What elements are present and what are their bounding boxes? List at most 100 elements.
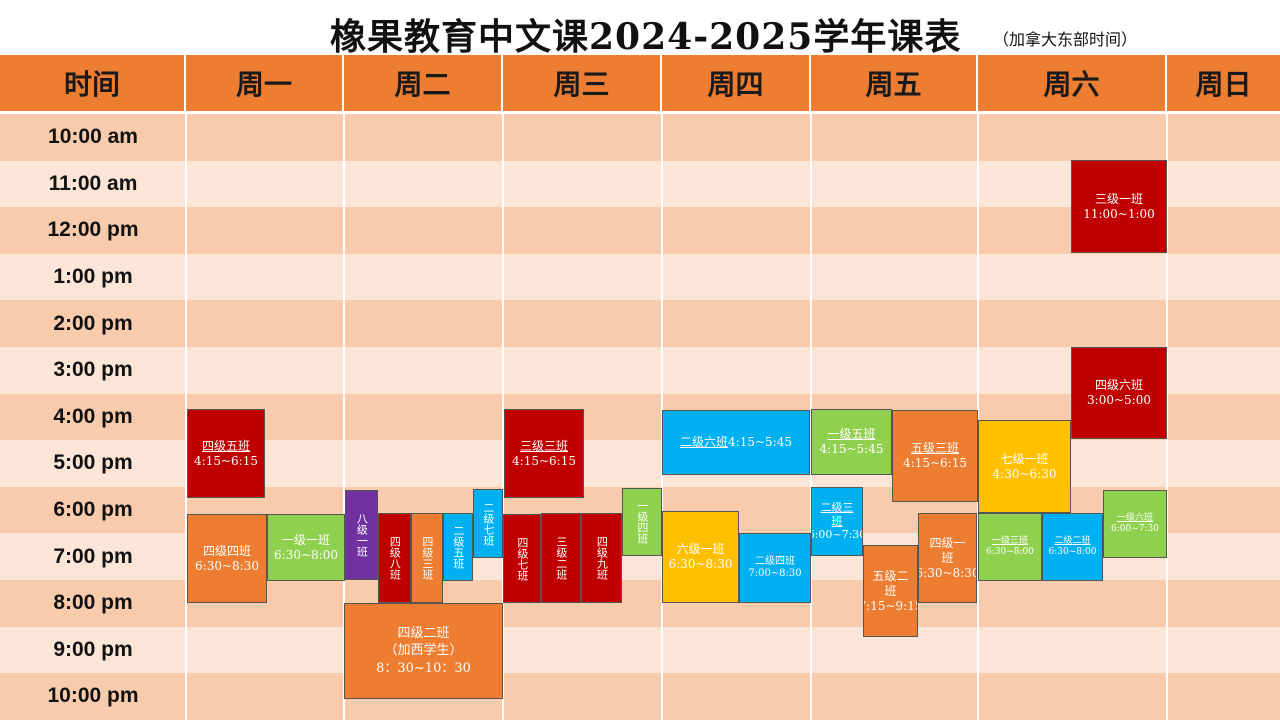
class-block[interactable]: 四级七班	[503, 514, 541, 603]
class-name: 一级三班	[991, 535, 1028, 546]
class-block[interactable]: 二级三班 6:00~7:30	[811, 487, 863, 556]
class-block[interactable]: 四级九班	[581, 513, 622, 603]
class-block[interactable]: 四级六班 3:00~5:00	[1071, 347, 1167, 439]
class-name: 二级四班	[755, 555, 795, 567]
class-time: 6:30~8:00	[1048, 547, 1097, 557]
class-time: 4:15~6:15	[512, 453, 576, 468]
class-name: 四级七班	[515, 536, 529, 581]
time-label: 9:00 pm	[53, 637, 133, 661]
header-saturday: 周六	[978, 55, 1167, 111]
class-subtitle: （加西学生）	[384, 643, 463, 659]
class-name: 三级三班	[519, 438, 568, 453]
class-time: 6:30~8:30	[195, 558, 259, 573]
schedule-title: 橡果教育中文课2024-2025学年课表	[330, 16, 962, 58]
time-row: 3:00 pm	[0, 347, 1280, 394]
column-divider	[343, 114, 345, 720]
header-monday: 周一	[186, 55, 344, 111]
column-divider	[502, 114, 504, 720]
class-name: 四级四班	[202, 543, 251, 558]
column-divider	[185, 114, 187, 720]
time-label: 1:00 pm	[53, 265, 133, 289]
class-block[interactable]: 二级四班 7:00~8:30	[739, 533, 811, 603]
time-label: 7:00 pm	[53, 544, 133, 568]
class-time: 4:15~5:45	[819, 442, 884, 456]
class-block[interactable]: 二级五班	[443, 513, 473, 581]
class-block[interactable]: 四级五班 4:15~6:15	[187, 409, 265, 498]
class-name: 二级七班	[481, 501, 495, 546]
class-name: 二级二班	[1054, 535, 1091, 546]
time-row: 1:00 pm	[0, 253, 1280, 301]
class-name: 二级三班	[820, 500, 854, 528]
time-label: 12:00 pm	[47, 218, 139, 242]
class-name: 三级一班	[1094, 191, 1143, 206]
class-block[interactable]: 一级三班 6:30~8:00	[978, 513, 1042, 581]
time-label: 11:00 am	[48, 171, 138, 195]
class-time: 6:30~8:00	[274, 547, 338, 562]
header-thursday: 周四	[662, 55, 811, 111]
class-block[interactable]: 五级二班 7:15~9:15	[863, 545, 918, 637]
column-divider	[1166, 114, 1168, 720]
header-tuesday: 周二	[344, 55, 503, 111]
class-time: 11:00~1:00	[1083, 206, 1155, 221]
class-block[interactable]: 二级六班 4:15~5:45	[662, 410, 810, 475]
class-time: 4:30~6:30	[992, 466, 1057, 481]
header-friday: 周五	[811, 55, 978, 111]
class-name: 四级三班	[420, 536, 434, 580]
class-name: 四级二班	[397, 625, 450, 641]
class-block[interactable]: 三级一班 11:00~1:00	[1071, 160, 1167, 253]
time-label: 2:00 pm	[53, 311, 133, 335]
time-label: 10:00 am	[48, 125, 138, 149]
class-name: 五级三班	[910, 441, 959, 455]
class-name: 一级四班	[635, 500, 649, 544]
class-time: 6:30~8:30	[668, 557, 733, 571]
class-block[interactable]: 八级一班	[345, 490, 378, 580]
class-name: 一级六班	[1116, 512, 1153, 523]
class-block[interactable]: 四级二班 （加西学生） 8：30~10：30	[344, 603, 503, 699]
class-block[interactable]: 五级三班 4:15~6:15	[892, 410, 978, 502]
time-row: 2:00 pm	[0, 300, 1280, 347]
class-name: 二级六班	[680, 435, 729, 449]
class-block[interactable]: 四级四班 6:30~8:30	[187, 514, 267, 603]
class-name: 四级一班	[929, 535, 966, 565]
schedule-title-bar: 橡果教育中文课2024-2025学年课表 （加拿大东部时间）	[0, 6, 1280, 58]
class-block[interactable]: 四级一班 6:30~8:30	[918, 513, 977, 603]
class-block[interactable]: 三级三班 4:15~6:15	[504, 409, 584, 498]
class-time: 4:15~5:45	[728, 435, 792, 449]
class-time: 8：30~10：30	[376, 660, 471, 676]
class-block[interactable]: 一级五班 4:15~5:45	[811, 409, 892, 475]
class-block[interactable]: 二级二班 6:30~8:00	[1042, 513, 1103, 581]
class-name: 四级九班	[595, 536, 609, 580]
class-block[interactable]: 七级一班 4:30~6:30	[978, 420, 1071, 513]
class-time: 4:15~6:15	[194, 453, 258, 468]
header-time: 时间	[0, 55, 186, 111]
class-block[interactable]: 四级三班	[411, 513, 443, 603]
class-name: 四级五班	[201, 438, 250, 453]
class-block[interactable]: 一级四班	[622, 488, 662, 556]
class-time: 6:00~7:30	[812, 528, 863, 542]
class-block[interactable]: 一级六班 6:00~7:30	[1103, 490, 1167, 558]
class-name: 二级五班	[451, 525, 465, 569]
class-block[interactable]: 二级七班	[473, 489, 503, 558]
column-divider	[977, 114, 979, 720]
class-name: 一级一班	[281, 532, 330, 547]
class-time: 6:00~7:30	[1111, 524, 1159, 534]
time-label: 6:00 pm	[53, 498, 133, 522]
class-block[interactable]: 一级一班 6:30~8:00	[267, 514, 345, 581]
class-block[interactable]: 四级八班	[378, 513, 411, 603]
class-name: 五级二班	[872, 568, 909, 598]
class-time: 7:00~8:30	[748, 568, 802, 579]
class-time: 6:30~8:30	[918, 565, 977, 580]
class-time: 3:00~5:00	[1087, 393, 1151, 407]
class-block[interactable]: 六级一班 6:30~8:30	[662, 511, 739, 603]
time-label: 3:00 pm	[53, 358, 133, 382]
timezone-note: （加拿大东部时间）	[993, 30, 1138, 49]
time-row: 10:00 pm	[0, 673, 1280, 720]
class-time: 6:30~8:00	[986, 547, 1034, 557]
class-name: 一级五班	[827, 427, 876, 441]
time-row: 10:00 am	[0, 114, 1280, 161]
class-name: 七级一班	[1000, 451, 1049, 466]
time-label: 10:00 pm	[47, 684, 139, 708]
class-name: 八级一班	[355, 513, 369, 557]
class-block[interactable]: 三级二班	[541, 513, 581, 603]
class-name: 四级八班	[388, 536, 402, 580]
